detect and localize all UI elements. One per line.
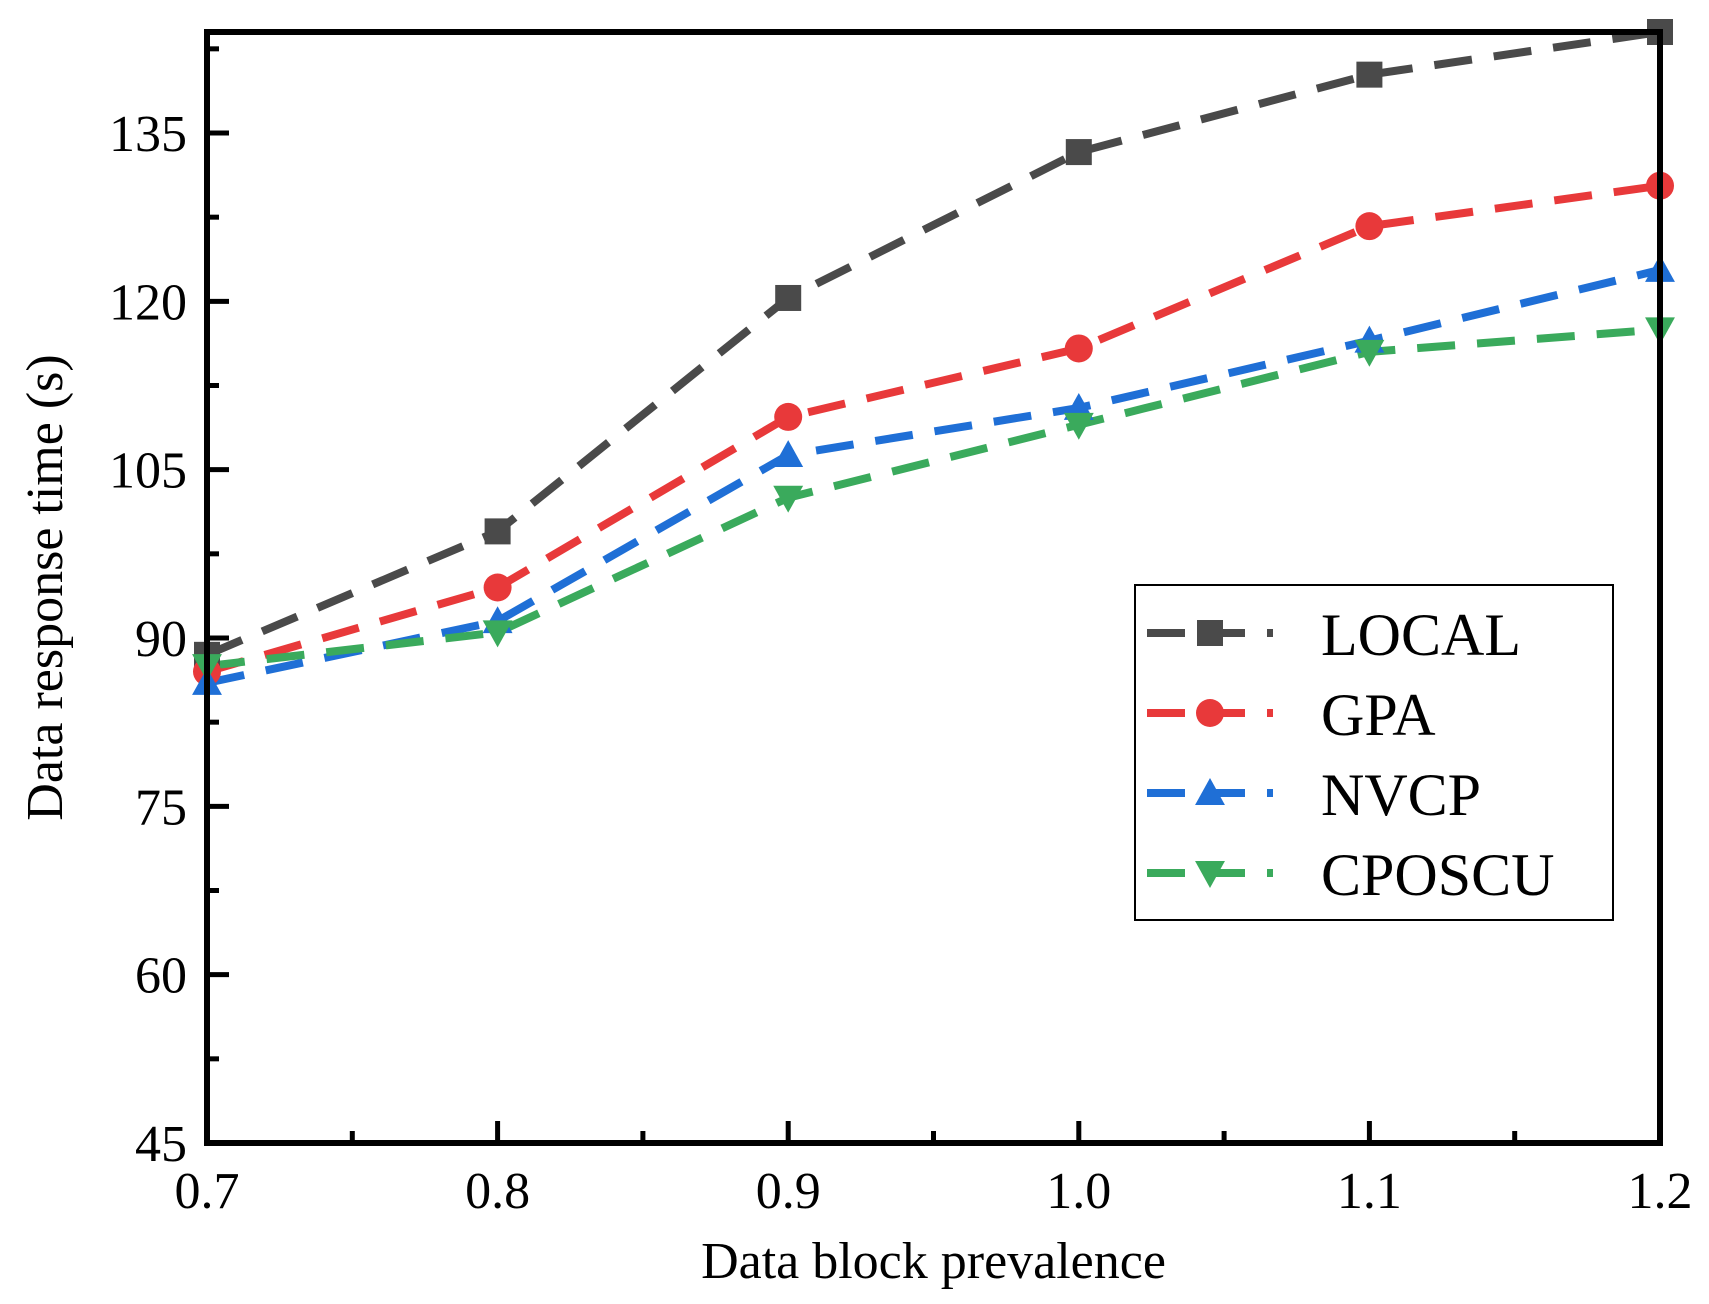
data-point-gpa bbox=[774, 402, 803, 431]
legend-marker-cposcu bbox=[1195, 861, 1225, 888]
data-point-local bbox=[484, 518, 511, 545]
series-lines bbox=[205, 28, 1661, 687]
y-tick-label: 60 bbox=[135, 948, 187, 1005]
legend: LOCAL GPA NVCP CPOSCU bbox=[1134, 584, 1614, 921]
y-tick-label: 45 bbox=[135, 1116, 187, 1173]
y-tick-label: 105 bbox=[109, 443, 187, 500]
data-point-gpa bbox=[483, 573, 512, 602]
data-point-cposcu bbox=[773, 485, 804, 513]
series-line-cposcu bbox=[206, 325, 1661, 671]
y-tick-label: 90 bbox=[135, 611, 187, 668]
legend-label-nvcp: NVCP bbox=[1321, 762, 1481, 828]
x-axis-tick-labels: 0.7 0.8 0.9 1.0 1.1 1.2 bbox=[175, 1163, 1693, 1220]
y-tick-label: 75 bbox=[135, 779, 187, 836]
series-line-local bbox=[205, 28, 1661, 659]
data-point-cposcu bbox=[1063, 412, 1094, 440]
series-line-nvcp bbox=[206, 266, 1661, 687]
series-markers bbox=[192, 19, 1675, 695]
legend-label-local: LOCAL bbox=[1321, 602, 1521, 668]
data-point-nvcp bbox=[773, 440, 804, 468]
y-tick-label: 120 bbox=[109, 274, 187, 331]
legend-marker-local bbox=[1197, 620, 1223, 646]
x-tick-label: 0.9 bbox=[756, 1163, 821, 1220]
data-point-cposcu bbox=[482, 620, 513, 648]
data-point-local bbox=[1065, 139, 1092, 166]
data-point-cposcu bbox=[1354, 339, 1385, 367]
legend-marker-gpa bbox=[1196, 699, 1224, 727]
x-axis-title: Data block prevalence bbox=[701, 1233, 1166, 1290]
legend-label-cposcu: CPOSCU bbox=[1321, 842, 1554, 908]
x-tick-label: 0.7 bbox=[175, 1163, 240, 1220]
series-line-gpa bbox=[205, 181, 1661, 676]
legend-label-gpa: GPA bbox=[1321, 682, 1436, 748]
data-point-gpa bbox=[1355, 212, 1384, 241]
y-tick-label: 135 bbox=[109, 106, 187, 163]
data-point-local bbox=[775, 284, 802, 311]
y-axis-tick-labels: 45 60 75 90 105 120 135 bbox=[109, 106, 187, 1173]
axis-ticks bbox=[204, 46, 1663, 1146]
x-tick-label: 0.8 bbox=[465, 1163, 530, 1220]
legend-marker-nvcp bbox=[1195, 778, 1225, 805]
x-tick-label: 1.2 bbox=[1628, 1163, 1693, 1220]
x-tick-label: 1.1 bbox=[1337, 1163, 1402, 1220]
data-point-local bbox=[1356, 61, 1383, 88]
data-point-gpa bbox=[1064, 334, 1093, 363]
x-tick-label: 1.0 bbox=[1046, 1163, 1111, 1220]
y-axis-title: Data response time (s) bbox=[17, 354, 74, 820]
